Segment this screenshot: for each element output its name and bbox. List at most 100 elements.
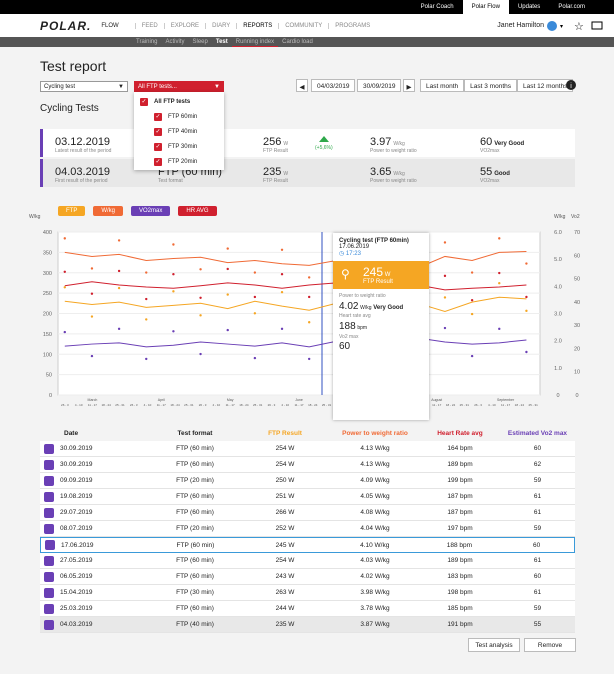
y2-tick-label: 4.0 <box>554 284 562 290</box>
sub-nav-item[interactable]: Cardio load <box>282 39 313 45</box>
remove-button[interactable]: Remove <box>524 638 576 652</box>
user-name[interactable]: Janet Hamilton <box>497 22 544 29</box>
y-tick-label: 150 <box>43 332 52 338</box>
data-point <box>280 290 284 294</box>
table-cell: 59 <box>533 605 542 612</box>
y3-tick-label: 20 <box>574 346 580 352</box>
ftp-option[interactable]: ✓ FTP 60min <box>154 109 224 124</box>
test-type-select[interactable]: Cycling test ▼ <box>40 81 128 92</box>
week-label: 26 - 3 <box>268 403 276 407</box>
table-cell: 60 <box>533 541 541 549</box>
table-row[interactable]: 27.05.2019 FTP (60 min) 254 W 4.03 W/kg 189 … <box>40 553 575 569</box>
legend-item[interactable]: W/kg <box>93 206 124 216</box>
week-label: 11 - 17 <box>226 403 235 407</box>
date: 19.08.2019 <box>60 493 93 500</box>
table-cell: 27.05.2019 <box>40 555 150 566</box>
table-row[interactable]: 30.09.2019 FTP (60 min) 254 W 4.13 W/kg 164 … <box>40 441 575 457</box>
legend-item[interactable]: FTP <box>58 206 86 216</box>
ftp-option[interactable]: ✓ FTP 40min <box>154 124 224 139</box>
test-analysis-button[interactable]: Test analysis <box>468 638 520 652</box>
ftp-option[interactable]: ✓ FTP 20min <box>154 154 224 169</box>
sub-nav-item[interactable]: Training <box>136 39 158 45</box>
table-row[interactable]: 17.06.2019 FTP (60 min) 245 W 4.10 W/kg 188 … <box>40 537 575 553</box>
end-date[interactable]: 30/09/2019 <box>357 79 401 92</box>
nav-item[interactable]: FEED <box>134 23 164 29</box>
top-link[interactable]: Polar.com <box>558 4 585 10</box>
tip-time: 17:23 <box>345 251 361 257</box>
week-label: 4 - 10 <box>75 403 83 407</box>
range-button[interactable]: Last month <box>420 79 465 92</box>
table-cell: 188 bpm <box>446 541 473 549</box>
nav-item[interactable]: PROGRAMS <box>328 23 377 29</box>
top-bar: Polar Coach Polar Flow Updates Polar.com <box>0 0 614 14</box>
header-cell: Test format <box>177 429 213 437</box>
nav-item[interactable]: REPORTS <box>236 23 279 29</box>
start-date[interactable]: 04/03/2019 <box>311 79 355 92</box>
info-icon[interactable]: i <box>565 79 577 91</box>
nav-item[interactable]: COMMUNITY <box>278 23 329 29</box>
prev-button[interactable]: ◀ <box>296 79 308 92</box>
data-point <box>253 295 257 299</box>
section-title: Cycling Tests <box>40 103 99 114</box>
sub-nav-item[interactable]: Sleep <box>192 39 208 45</box>
table-cell: 164 bpm <box>447 445 473 452</box>
nav-item[interactable]: EXPLORE <box>163 23 206 29</box>
bike-icon <box>44 523 54 534</box>
top-link[interactable]: Polar Coach <box>420 4 454 10</box>
nav-items: FEED EXPLORE DIARY REPORTS COMMUNITY PROGRAMS <box>134 22 377 29</box>
svg-text:▾: ▾ <box>560 24 563 30</box>
tip-ftp-label: FTP Result <box>363 279 393 285</box>
data-point <box>443 241 447 244</box>
ftp-select[interactable]: All FTP tests... ▼ <box>134 81 224 92</box>
data-point <box>90 267 94 270</box>
table-cell: FTP (60 min) <box>176 445 214 452</box>
table-row[interactable]: 06.05.2019 FTP (60 min) 243 W 4.02 W/kg 183 … <box>40 569 575 585</box>
tip-wkg: 4.02 <box>339 300 359 312</box>
results-table: Date Test format FTP Result Power to weight… <box>40 425 575 633</box>
ftp-option[interactable]: ✓ All FTP tests <box>140 94 224 109</box>
table-row[interactable]: 30.09.2019 FTP (60 min) 254 W 4.13 W/kg 189 … <box>40 457 575 473</box>
checkbox: ✓ <box>154 142 162 151</box>
table-cell: 61 <box>533 557 542 564</box>
month-label: May <box>227 398 234 402</box>
data-point <box>63 286 66 289</box>
logo[interactable]: POLAR. <box>40 18 92 33</box>
data-point <box>470 354 474 358</box>
data-point <box>253 271 257 274</box>
nav-item[interactable]: DIARY <box>205 23 237 29</box>
data-point <box>172 290 175 293</box>
y2-tick-label: 3.0 <box>554 312 562 318</box>
legend-item[interactable]: VO2max <box>131 206 171 216</box>
range-button[interactable]: Last 3 months <box>464 79 517 92</box>
ftp-option[interactable]: ✓ FTP 30min <box>154 139 224 154</box>
nav-bar: POLAR. FLOW FEED EXPLORE DIARY REPORTS COMMU… <box>0 14 614 37</box>
data-point <box>226 247 229 250</box>
table-row[interactable]: 04.03.2019 FTP (40 min) 235 W 3.87 W/kg 191 … <box>40 617 575 633</box>
table-cell: FTP (40 min) <box>176 621 214 628</box>
table-row[interactable]: 09.09.2019 FTP (20 min) 250 W 4.09 W/kg 199 … <box>40 473 575 489</box>
table-row[interactable]: 29.07.2019 FTP (60 min) 266 W 4.08 W/kg 187 … <box>40 505 575 521</box>
table-row[interactable]: 08.07.2019 FTP (20 min) 252 W 4.04 W/kg 197 … <box>40 521 575 537</box>
option-label: FTP 40min <box>168 128 198 135</box>
table-row[interactable]: 19.08.2019 FTP (60 min) 251 W 4.05 W/kg 187 … <box>40 489 575 505</box>
table-cell: 245 W <box>275 541 295 549</box>
bike-icon <box>44 555 54 566</box>
table-row[interactable]: 25.03.2019 FTP (60 min) 244 W 3.78 W/kg 185 … <box>40 601 575 617</box>
top-link[interactable]: Updates <box>517 4 541 10</box>
bike-icon <box>45 540 55 550</box>
table-cell: 29.07.2019 <box>40 507 150 518</box>
week-label: 4 - 10 <box>144 403 152 407</box>
legend-item[interactable]: HR AVG <box>178 206 217 216</box>
sub-nav-item[interactable]: Test <box>215 39 228 45</box>
week-label: 26 - 3 <box>199 403 207 407</box>
summary-latest: 03.12.2019 Latest result of the period 25… <box>40 129 575 157</box>
sub-nav-item[interactable]: Running index <box>231 37 279 47</box>
data-point <box>307 295 311 299</box>
table-cell: 266 W <box>275 509 295 516</box>
data-point <box>525 262 528 265</box>
top-link[interactable]: Polar Flow <box>462 0 509 14</box>
next-button[interactable]: ▶ <box>403 79 415 92</box>
sub-nav-item[interactable]: Activity <box>165 39 185 45</box>
week-label: 18 - 24 <box>515 403 525 407</box>
table-row[interactable]: 15.04.2019 FTP (30 min) 263 W 3.98 W/kg 198 … <box>40 585 575 601</box>
